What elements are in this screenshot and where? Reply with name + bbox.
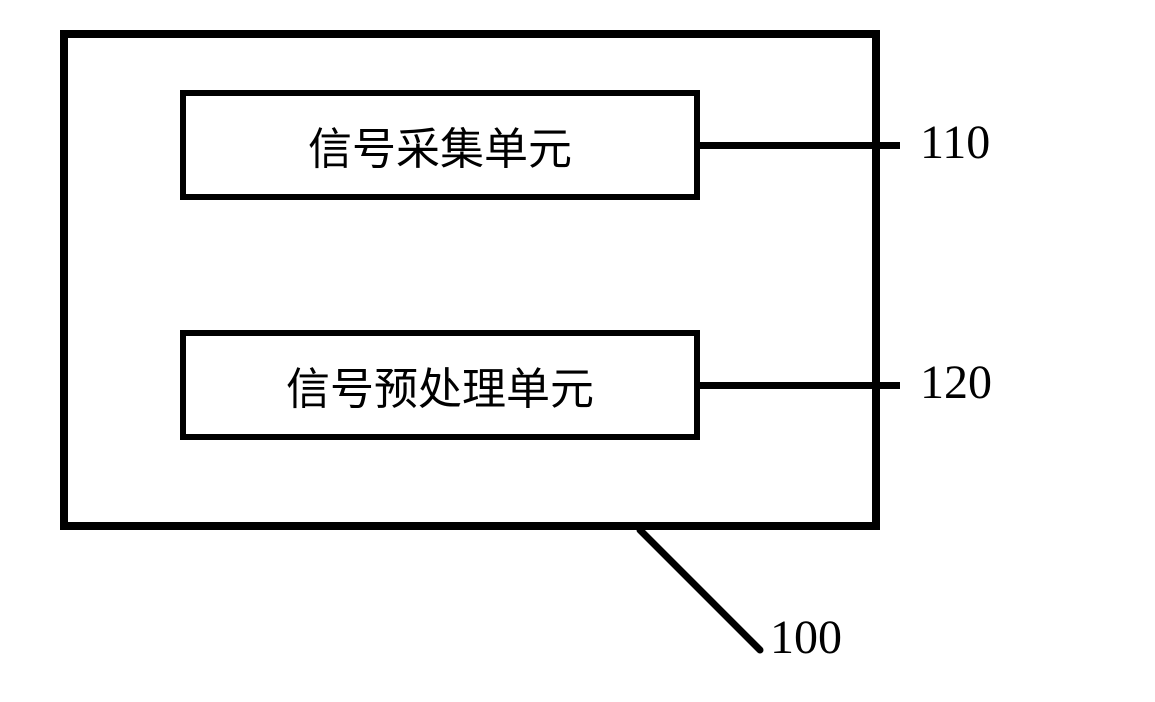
leader-line-100-segment (640, 530, 760, 650)
leader-line-100 (0, 0, 1155, 702)
ref-label-100: 100 (770, 610, 842, 665)
block-diagram: 信号采集单元 110 信号预处理单元 120 100 (0, 0, 1155, 702)
